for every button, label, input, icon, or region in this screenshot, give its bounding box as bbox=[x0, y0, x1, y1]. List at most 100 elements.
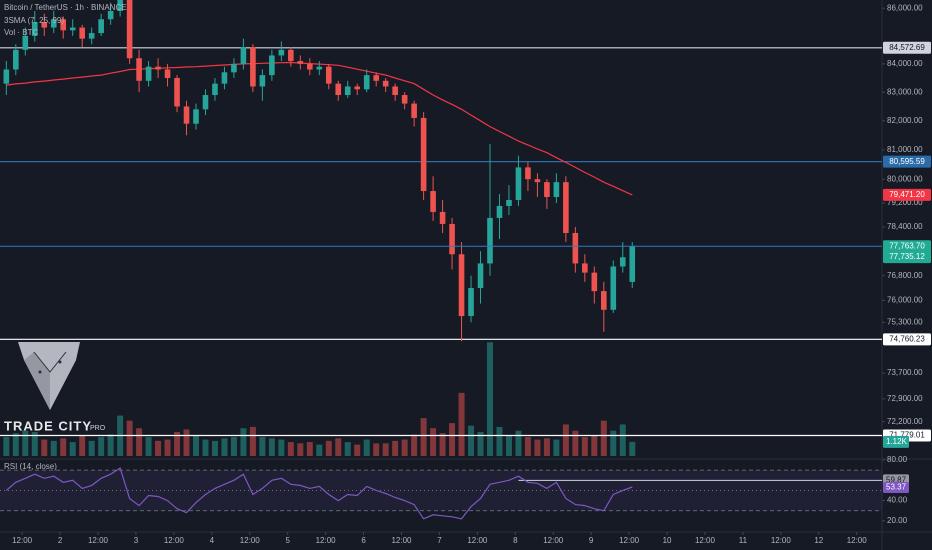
candle-body bbox=[619, 257, 626, 267]
candle-body bbox=[572, 232, 579, 264]
volume-bar bbox=[259, 437, 266, 456]
last-ma-label: 77,735.12 bbox=[889, 252, 925, 261]
candle-body bbox=[231, 63, 237, 73]
candle-body bbox=[496, 205, 503, 218]
candle-body bbox=[60, 19, 67, 31]
volume-bar bbox=[505, 435, 512, 456]
volume-bar bbox=[562, 424, 569, 456]
volume-bar bbox=[458, 392, 465, 456]
candle-body bbox=[392, 86, 398, 96]
level-label-box bbox=[883, 41, 931, 54]
volume-bar bbox=[363, 439, 370, 456]
candle-body bbox=[458, 254, 465, 317]
candle-body bbox=[553, 182, 560, 197]
volume-bar bbox=[88, 440, 95, 456]
rsi-tick-label: 80.00 bbox=[887, 455, 908, 464]
volume-bar bbox=[619, 424, 626, 456]
candle-body bbox=[278, 49, 285, 56]
candle-body bbox=[269, 55, 275, 76]
volume-bar bbox=[401, 439, 408, 456]
watermark-name: TRADE CITY bbox=[4, 418, 92, 433]
volume-bar bbox=[3, 437, 10, 456]
candle-body bbox=[534, 179, 541, 183]
candle-body bbox=[31, 22, 38, 36]
y-tick-label: 78,400.00 bbox=[887, 222, 923, 231]
x-tick-label: 12 bbox=[814, 536, 823, 545]
candle-body bbox=[259, 75, 266, 87]
volume-bar bbox=[610, 430, 617, 456]
volume-bar bbox=[306, 442, 313, 456]
volume-label: 1.12K bbox=[886, 437, 908, 446]
volume-bar bbox=[382, 443, 389, 456]
watermark: TRADE CITY PRO bbox=[4, 342, 106, 433]
y-tick-label: 76,800.00 bbox=[887, 271, 923, 280]
candle-body bbox=[544, 182, 550, 197]
x-tick-label: 12:00 bbox=[88, 536, 109, 545]
candle-body bbox=[88, 33, 95, 39]
candle-body bbox=[449, 223, 455, 255]
volume-bar bbox=[468, 425, 475, 456]
x-tick-label: 6 bbox=[361, 536, 366, 545]
y-tick-label: 82,000.00 bbox=[887, 116, 923, 125]
rsi-title: RSI (14, close) bbox=[4, 462, 57, 471]
sma-label-box bbox=[883, 188, 931, 201]
x-tick-label: 12:00 bbox=[619, 536, 640, 545]
volume-bar bbox=[297, 443, 304, 456]
volume-bar bbox=[126, 420, 133, 456]
candle-body bbox=[221, 72, 228, 84]
candle-body bbox=[41, 22, 48, 28]
volume-bar bbox=[420, 418, 427, 456]
candle-body bbox=[582, 263, 588, 273]
candle-body bbox=[155, 66, 161, 70]
y-tick-label: 75,300.00 bbox=[887, 317, 923, 326]
candle-body bbox=[344, 86, 351, 96]
candle-body bbox=[629, 246, 636, 282]
volume-bar bbox=[487, 342, 493, 456]
candle-body bbox=[183, 106, 190, 124]
candle-body bbox=[420, 117, 427, 192]
level-label: 84,572.69 bbox=[889, 43, 925, 52]
candle-body bbox=[335, 83, 342, 96]
rsi-label: 53.37 bbox=[886, 483, 907, 492]
x-tick-label: 8 bbox=[513, 536, 518, 545]
chart-title: Bitcoin / TetherUS · 1h · BINANCE bbox=[4, 3, 127, 12]
candle-body bbox=[468, 288, 474, 317]
volume-bar bbox=[145, 437, 152, 456]
candle-body bbox=[316, 66, 323, 70]
sma-label: 79,471.20 bbox=[889, 190, 925, 199]
volume-bar bbox=[12, 433, 19, 456]
candle-body bbox=[79, 27, 85, 39]
candle-body bbox=[382, 80, 389, 87]
candle-body bbox=[174, 77, 180, 107]
x-tick-label: 12:00 bbox=[391, 536, 412, 545]
candle-body bbox=[477, 263, 484, 289]
y-tick-label: 83,000.00 bbox=[887, 87, 923, 96]
level-label-box bbox=[883, 155, 931, 168]
volume-bar bbox=[325, 440, 332, 456]
candle-body bbox=[202, 95, 209, 110]
volume-bar bbox=[268, 438, 275, 456]
x-tick-label: 12:00 bbox=[467, 536, 488, 545]
volume-bar bbox=[373, 443, 380, 456]
candle-body bbox=[563, 182, 569, 233]
volume-bar bbox=[69, 442, 76, 456]
volume-bar bbox=[193, 435, 199, 456]
candle-body bbox=[164, 69, 171, 78]
volume-bar bbox=[581, 437, 588, 456]
x-tick-label: 12:00 bbox=[847, 536, 868, 545]
candle-body bbox=[401, 95, 408, 104]
volume-bar bbox=[79, 435, 86, 456]
volume-bar bbox=[534, 439, 541, 456]
candle-body bbox=[525, 167, 531, 180]
candle-body bbox=[69, 27, 76, 31]
volume-bar bbox=[572, 430, 579, 456]
watermark-suffix: PRO bbox=[90, 425, 106, 432]
candle-body bbox=[601, 291, 607, 310]
volume-bar bbox=[278, 439, 285, 456]
candle-body bbox=[610, 266, 617, 310]
candle-body bbox=[354, 86, 361, 90]
volume-bar bbox=[354, 444, 361, 456]
y-tick-label: 72,900.00 bbox=[887, 394, 923, 403]
y-tick-label: 86,000.00 bbox=[887, 3, 923, 12]
